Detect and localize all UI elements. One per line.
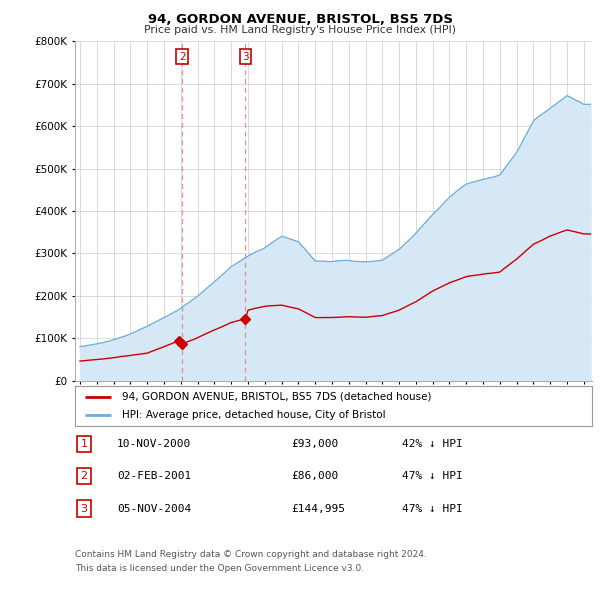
Text: 1: 1 bbox=[80, 439, 88, 448]
Text: 47% ↓ HPI: 47% ↓ HPI bbox=[402, 471, 463, 481]
Text: 94, GORDON AVENUE, BRISTOL, BS5 7DS (detached house): 94, GORDON AVENUE, BRISTOL, BS5 7DS (det… bbox=[122, 392, 431, 402]
Text: 94, GORDON AVENUE, BRISTOL, BS5 7DS: 94, GORDON AVENUE, BRISTOL, BS5 7DS bbox=[148, 13, 452, 26]
Text: 05-NOV-2004: 05-NOV-2004 bbox=[117, 504, 191, 513]
Text: 47% ↓ HPI: 47% ↓ HPI bbox=[402, 504, 463, 513]
Text: Price paid vs. HM Land Registry's House Price Index (HPI): Price paid vs. HM Land Registry's House … bbox=[144, 25, 456, 35]
Text: HPI: Average price, detached house, City of Bristol: HPI: Average price, detached house, City… bbox=[122, 410, 385, 420]
Text: 10-NOV-2000: 10-NOV-2000 bbox=[117, 439, 191, 448]
Text: This data is licensed under the Open Government Licence v3.0.: This data is licensed under the Open Gov… bbox=[75, 565, 364, 573]
Text: £144,995: £144,995 bbox=[291, 504, 345, 513]
Text: £93,000: £93,000 bbox=[291, 439, 338, 448]
Text: Contains HM Land Registry data © Crown copyright and database right 2024.: Contains HM Land Registry data © Crown c… bbox=[75, 550, 427, 559]
Text: 3: 3 bbox=[80, 504, 88, 513]
Text: 3: 3 bbox=[242, 51, 249, 61]
Text: 02-FEB-2001: 02-FEB-2001 bbox=[117, 471, 191, 481]
Text: £86,000: £86,000 bbox=[291, 471, 338, 481]
Text: 42% ↓ HPI: 42% ↓ HPI bbox=[402, 439, 463, 448]
Text: 2: 2 bbox=[179, 51, 185, 61]
Text: 2: 2 bbox=[80, 471, 88, 481]
